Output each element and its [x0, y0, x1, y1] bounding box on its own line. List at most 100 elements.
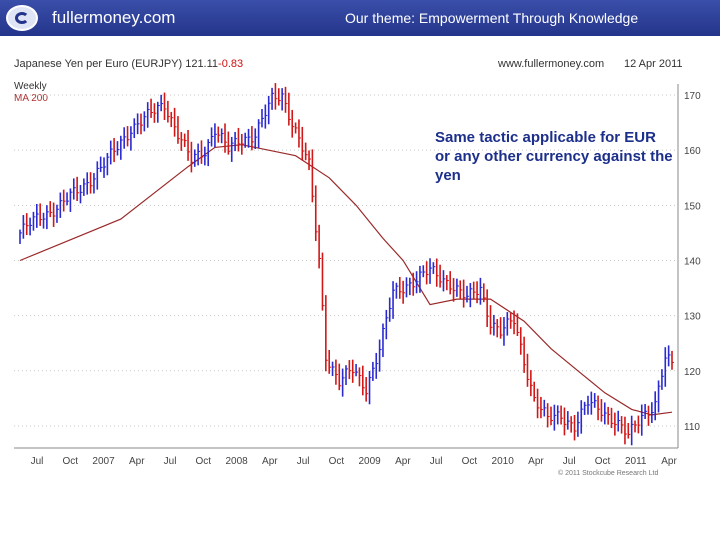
price-bar [553, 404, 557, 431]
x-tick-label: Oct [62, 456, 78, 467]
chart-title-main: Japanese Yen per Euro (EURJPY) 121.11 [14, 58, 219, 70]
price-bar [237, 127, 241, 152]
price-bar [328, 350, 332, 374]
price-bar [422, 265, 426, 278]
x-tick-label: Oct [595, 456, 611, 467]
price-bar [412, 272, 416, 296]
price-bar [365, 377, 369, 402]
price-bar [415, 271, 419, 294]
x-tick-label: Oct [196, 456, 212, 467]
price-bar [644, 403, 648, 419]
price-bar [19, 229, 22, 244]
price-bar [425, 261, 429, 285]
price-bar [173, 107, 177, 137]
price-bar [509, 313, 513, 329]
price-bar [321, 252, 325, 311]
price-bar [244, 132, 248, 148]
price-bar [318, 224, 322, 269]
price-bar [227, 131, 231, 155]
price-bars-layer [19, 83, 674, 446]
price-bar [435, 258, 439, 287]
price-bar [620, 416, 624, 434]
price-bar [446, 275, 449, 291]
price-bar [593, 393, 597, 408]
price-bar [489, 305, 493, 335]
price-bar [570, 416, 574, 433]
price-bar [49, 201, 53, 218]
chart-title-change: -0.83 [218, 58, 244, 70]
price-bar [217, 126, 221, 143]
price-bar [486, 289, 490, 328]
x-tick-label: 2007 [92, 456, 115, 467]
price-bar [83, 178, 86, 196]
price-bar [506, 312, 510, 336]
x-tick-label: Jul [164, 456, 177, 467]
x-tick-label: Apr [129, 456, 145, 467]
price-bar [533, 381, 537, 402]
chart-title: Japanese Yen per Euro (EURJPY) 121.11-0.… [14, 58, 243, 70]
copyright-credit: © 2011 Stockcube Research Ltd [558, 470, 659, 477]
price-bar [335, 359, 338, 385]
y-tick-label: 130 [684, 312, 701, 323]
ma-200-line [19, 144, 673, 416]
price-bar [398, 277, 402, 299]
price-bar [99, 156, 103, 173]
x-tick-label: Apr [661, 456, 677, 467]
price-bar [331, 361, 335, 377]
y-tick-label: 150 [684, 201, 701, 212]
x-tick-label: Apr [395, 456, 411, 467]
price-bar [382, 323, 385, 358]
price-bar [590, 391, 594, 415]
price-bar [29, 217, 33, 236]
price-bar [133, 118, 137, 139]
price-bar [459, 280, 463, 300]
price-bar [25, 213, 29, 236]
price-bar [429, 258, 433, 284]
site-brand[interactable]: fullermoney.com [52, 8, 176, 27]
price-bar [66, 192, 70, 206]
price-bar [540, 396, 543, 419]
price-bar [308, 150, 312, 171]
price-bar [251, 126, 254, 151]
price-bar [271, 87, 275, 110]
price-bar [160, 94, 164, 112]
price-bar [405, 277, 409, 298]
price-bar [294, 122, 298, 134]
price-bar [338, 363, 342, 391]
price-bar [291, 109, 295, 138]
price-bar [536, 388, 540, 419]
price-bar [583, 401, 587, 415]
price-bar [624, 416, 627, 445]
price-bar [79, 184, 83, 204]
price-bar [563, 407, 567, 436]
price-bar [140, 113, 143, 135]
price-bar [610, 407, 614, 429]
price-bar [325, 295, 328, 372]
price-bar [392, 281, 396, 319]
price-bar [550, 406, 554, 426]
y-axis-ticks: 110 120 130 140 150 160 170 [684, 91, 701, 433]
price-bar [190, 141, 194, 173]
price-bar [72, 178, 76, 200]
price-bar [153, 103, 157, 123]
price-bar [345, 365, 348, 385]
price-bar [42, 212, 46, 229]
price-bar [543, 399, 547, 417]
price-bar [167, 100, 170, 123]
price-bar [156, 101, 160, 123]
price-bar [301, 126, 305, 161]
price-bar [449, 271, 453, 295]
price-bar [204, 146, 207, 166]
price-bar [546, 403, 550, 428]
x-axis-ticks: Jul Oct 2007 Apr Jul Oct 2008 Apr Jul Oct 2009 Apr J… [31, 456, 678, 467]
price-bar [304, 142, 308, 161]
price-bar [52, 202, 56, 227]
x-tick-label: 2009 [359, 456, 382, 467]
x-tick-label: Jul [430, 456, 443, 467]
price-bar [526, 353, 530, 387]
price-bar [214, 123, 217, 148]
price-bar [180, 132, 184, 151]
price-bar [146, 102, 150, 128]
price-bar [281, 88, 285, 111]
